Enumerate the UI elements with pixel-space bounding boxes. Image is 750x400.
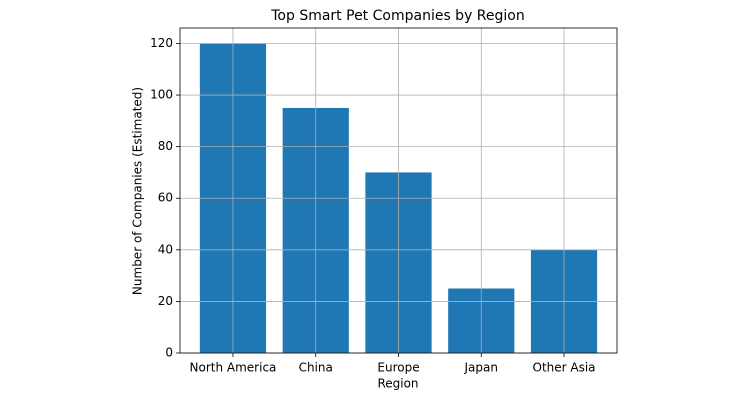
x-tick-label: China — [299, 361, 333, 375]
x-tick-label: Europe — [377, 361, 419, 375]
y-tick-label: 20 — [158, 294, 173, 308]
x-tick-label: North America — [190, 361, 277, 375]
y-tick-label: 0 — [165, 346, 173, 360]
y-tick-label: 100 — [150, 88, 173, 102]
x-axis-label: Region — [377, 377, 418, 391]
chart-title: Top Smart Pet Companies by Region — [270, 8, 524, 24]
axes-frame — [179, 27, 618, 354]
y-axis-label: Number of Companies (Estimated) — [131, 87, 145, 295]
y-tick-label: 60 — [158, 191, 173, 205]
y-tick-label: 40 — [158, 242, 173, 256]
x-tick-label: Japan — [464, 361, 498, 375]
y-tick-label: 80 — [158, 139, 173, 153]
y-tick-label: 120 — [150, 36, 173, 50]
x-tick-label: Other Asia — [533, 361, 596, 375]
